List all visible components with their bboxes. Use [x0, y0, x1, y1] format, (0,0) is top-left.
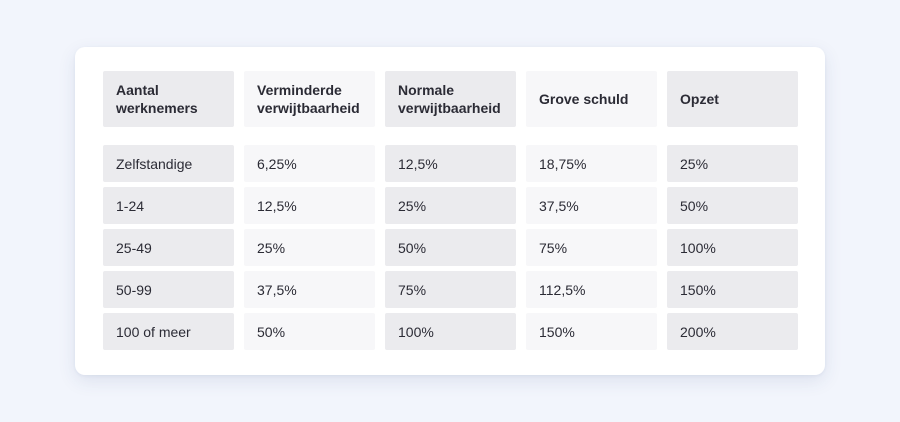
header-gross-negligence: Grove schuld — [526, 71, 657, 127]
table-cell: 150% — [667, 271, 798, 308]
table-cell: 25% — [385, 187, 516, 224]
table-cell: 37,5% — [526, 187, 657, 224]
table-cell: 50% — [244, 313, 375, 350]
table-cell: 100% — [385, 313, 516, 350]
table-cell: 112,5% — [526, 271, 657, 308]
table-cell: 25-49 — [103, 229, 234, 266]
table-cell: 150% — [526, 313, 657, 350]
table-cell: 18,75% — [526, 145, 657, 182]
table-cell: 50% — [667, 187, 798, 224]
table-cell: 12,5% — [244, 187, 375, 224]
table-cell: 1-24 — [103, 187, 234, 224]
table-cell: 12,5% — [385, 145, 516, 182]
table-cell: 6,25% — [244, 145, 375, 182]
table-cell: 25% — [244, 229, 375, 266]
header-normal-culpability: Normale verwijtbaarheid — [385, 71, 516, 127]
table-cell: 200% — [667, 313, 798, 350]
header-employees: Aantal werknemers — [103, 71, 234, 127]
table-cell: 75% — [385, 271, 516, 308]
header-reduced-culpability: Verminderde verwijtbaarheid — [244, 71, 375, 127]
table-cell: 50-99 — [103, 271, 234, 308]
table-cell: 37,5% — [244, 271, 375, 308]
table-cell: 100% — [667, 229, 798, 266]
table-cell: 100 of meer — [103, 313, 234, 350]
header-intent: Opzet — [667, 71, 798, 127]
table-cell: Zelfstandige — [103, 145, 234, 182]
table-card: Aantal werknemers Verminderde verwijtbaa… — [75, 47, 825, 375]
table-cell: 50% — [385, 229, 516, 266]
fine-table: Aantal werknemers Verminderde verwijtbaa… — [103, 71, 798, 350]
table-cell: 25% — [667, 145, 798, 182]
table-cell: 75% — [526, 229, 657, 266]
